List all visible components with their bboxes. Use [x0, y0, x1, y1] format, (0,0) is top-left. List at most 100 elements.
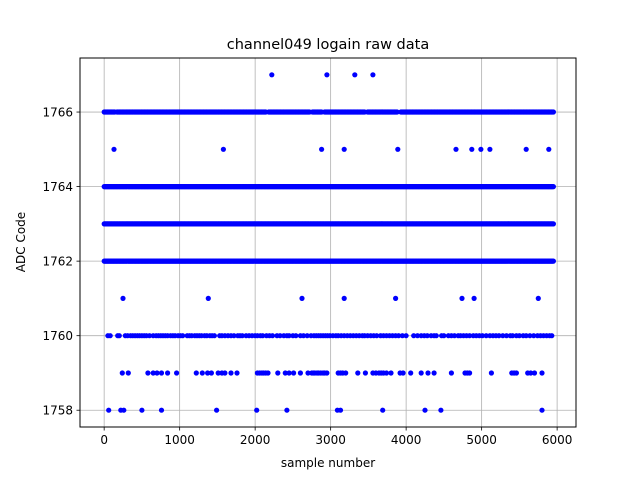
data-point	[275, 370, 281, 376]
data-point	[414, 333, 421, 339]
data-point	[395, 146, 401, 152]
data-point	[208, 370, 214, 376]
data-point	[158, 370, 165, 376]
plot-frame	[79, 57, 577, 428]
data-point	[550, 258, 557, 264]
data-point	[411, 333, 417, 339]
data-point	[355, 370, 361, 376]
x-tick-label: 2000	[240, 433, 271, 447]
data-point	[424, 333, 430, 339]
data-point	[324, 370, 330, 376]
data-point	[546, 146, 552, 152]
data-point	[374, 333, 380, 339]
data-point	[431, 370, 437, 376]
data-point	[422, 407, 428, 413]
data-point	[111, 146, 117, 152]
data-point	[469, 146, 475, 152]
data-point	[305, 370, 311, 376]
data-point	[228, 370, 234, 376]
data-point	[531, 333, 537, 339]
data-point	[165, 370, 171, 376]
y-tick-label: 1764	[42, 180, 73, 194]
data-point	[205, 295, 211, 301]
data-point	[453, 146, 459, 152]
data-point	[362, 370, 368, 376]
data-point	[297, 370, 303, 376]
data-point	[211, 333, 217, 339]
data-point	[214, 407, 220, 413]
data-point	[277, 333, 283, 339]
data-point	[269, 333, 276, 339]
y-tick-label: 1762	[42, 255, 73, 269]
data-point	[341, 295, 347, 301]
data-point	[478, 146, 484, 152]
data-point	[425, 370, 431, 376]
data-point	[119, 370, 125, 376]
data-point	[284, 407, 290, 413]
data-point	[528, 370, 534, 376]
data-point	[535, 295, 541, 301]
data-point	[254, 407, 260, 413]
data-point	[319, 146, 325, 152]
x-tick-label: 4000	[391, 433, 422, 447]
data-point	[193, 370, 199, 376]
data-point	[441, 333, 447, 339]
data-point	[523, 333, 529, 339]
data-point	[286, 333, 292, 339]
data-point	[448, 370, 454, 376]
data-point	[399, 333, 405, 339]
data-point	[265, 370, 271, 376]
data-point	[503, 333, 510, 339]
x-tick-label: 3000	[315, 433, 346, 447]
data-point	[527, 333, 533, 339]
data-point	[231, 333, 237, 339]
data-point	[239, 333, 245, 339]
data-point	[215, 370, 221, 376]
data-point	[471, 295, 477, 301]
data-point	[337, 407, 344, 413]
data-point	[150, 370, 156, 376]
data-point	[234, 370, 240, 376]
data-point	[199, 370, 205, 376]
data-point	[487, 146, 493, 152]
data-point	[370, 72, 376, 78]
data-point	[438, 407, 444, 413]
data-point	[343, 370, 349, 376]
data-point	[286, 370, 292, 376]
data-point	[282, 370, 288, 376]
data-point	[146, 333, 153, 339]
data-point	[125, 370, 131, 376]
data-point	[539, 370, 545, 376]
data-point	[388, 370, 394, 376]
data-point	[220, 146, 226, 152]
y-tick-label: 1766	[42, 106, 73, 120]
data-point	[488, 370, 494, 376]
data-point	[380, 407, 386, 413]
data-point	[459, 295, 465, 301]
data-point	[467, 333, 473, 339]
data-point	[205, 370, 211, 376]
data-point	[393, 295, 399, 301]
data-point	[383, 370, 390, 376]
data-point	[293, 333, 299, 339]
data-point	[451, 333, 458, 339]
data-point	[154, 370, 160, 376]
data-point	[396, 333, 402, 339]
data-point	[509, 333, 516, 339]
x-tick-label: 1000	[164, 433, 195, 447]
data-point	[269, 72, 275, 78]
data-point	[531, 370, 538, 376]
chart-title: channel049 logain raw data	[227, 37, 429, 53]
data-points	[101, 72, 557, 413]
data-point	[539, 407, 545, 413]
data-point	[523, 146, 529, 152]
data-point	[479, 333, 485, 339]
data-point	[300, 333, 307, 339]
data-point	[299, 295, 305, 301]
data-point	[260, 333, 266, 339]
data-point	[139, 407, 145, 413]
data-point	[550, 109, 557, 115]
y-tick-label: 1760	[42, 329, 73, 343]
data-point	[107, 333, 113, 339]
